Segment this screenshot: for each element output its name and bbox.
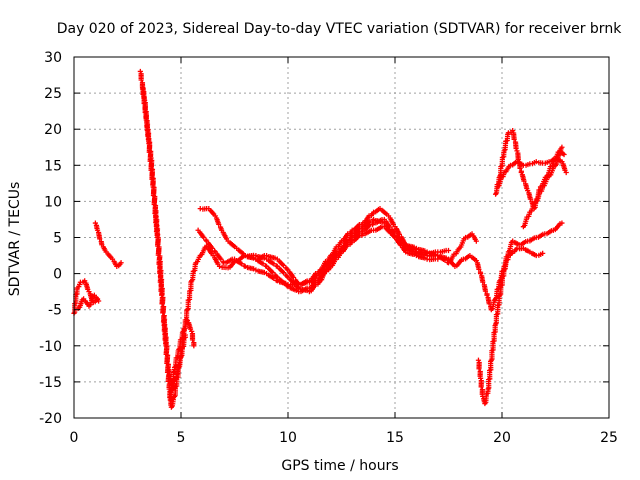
data-point bbox=[559, 220, 565, 226]
data-point bbox=[540, 250, 546, 256]
data-point bbox=[563, 169, 569, 176]
data-point-fill bbox=[157, 274, 164, 280]
x-axis-title: GPS time / hours bbox=[281, 458, 398, 474]
data-point-fill bbox=[97, 236, 103, 242]
data-point-fill bbox=[211, 248, 218, 254]
track-early-b bbox=[75, 292, 102, 311]
data-point-fill bbox=[284, 266, 290, 272]
x-tick-label: 0 bbox=[70, 430, 79, 446]
axis-ticks: 0 5 10 15 20 25 -20 -15 -10 -5 0 5 10 15 20 25 30 bbox=[39, 50, 618, 446]
data-point-fill bbox=[157, 265, 163, 271]
data-point-fill bbox=[138, 77, 144, 83]
data-point bbox=[118, 260, 124, 266]
data-point-fill bbox=[397, 242, 404, 248]
y-tick-label: -15 bbox=[39, 375, 62, 391]
data-point bbox=[445, 247, 452, 254]
data-point-fill bbox=[290, 274, 297, 281]
data-point-fill bbox=[478, 384, 484, 390]
data-point-fill bbox=[151, 200, 157, 206]
data-point-fill bbox=[517, 165, 523, 172]
data-point-fill bbox=[152, 214, 159, 220]
x-tick-label: 10 bbox=[279, 430, 297, 446]
y-tick-label: -10 bbox=[39, 339, 62, 355]
y-axis-title: SDTVAR / TECUs bbox=[7, 182, 23, 297]
data-point-fill bbox=[387, 227, 393, 234]
data-point bbox=[559, 144, 565, 150]
data-point-fill bbox=[156, 250, 162, 256]
track-main-3 bbox=[167, 317, 197, 403]
data-point-fill bbox=[163, 340, 169, 347]
y-tick-label: 20 bbox=[44, 122, 62, 138]
data-point-fill bbox=[220, 259, 226, 265]
y-tick-label: 0 bbox=[53, 267, 62, 283]
y-tick-label: -5 bbox=[48, 303, 62, 319]
data-point-fill bbox=[154, 232, 160, 238]
chart-title: Day 020 of 2023, Sidereal Day-to-day VTE… bbox=[57, 21, 622, 37]
data-point-fill bbox=[158, 283, 164, 289]
data-point-fill bbox=[150, 182, 156, 188]
data-point bbox=[191, 343, 197, 349]
data-point-fill bbox=[140, 91, 146, 98]
x-tick-label: 15 bbox=[386, 430, 404, 446]
data-point-fill bbox=[153, 223, 159, 229]
data-point-fill bbox=[521, 178, 527, 184]
grid-lines bbox=[74, 57, 609, 418]
track-mid-3 bbox=[242, 216, 441, 295]
data-point-fill bbox=[155, 241, 161, 247]
data-point bbox=[435, 256, 441, 262]
data-point bbox=[96, 298, 102, 304]
track-late-2 bbox=[492, 128, 567, 212]
data-point-fill bbox=[145, 136, 151, 143]
y-tick-label: 15 bbox=[44, 158, 62, 174]
data-point-fill bbox=[150, 191, 157, 197]
y-tick-label: -20 bbox=[39, 411, 62, 427]
data-point-fill bbox=[163, 349, 170, 356]
x-tick-label: 25 bbox=[600, 430, 618, 446]
data-point-fill bbox=[159, 301, 166, 307]
x-tick-label: 5 bbox=[177, 430, 186, 446]
y-tick-label: 25 bbox=[44, 86, 62, 102]
track-late-3 bbox=[495, 155, 569, 190]
data-point-fill bbox=[164, 358, 170, 365]
data-point bbox=[216, 263, 223, 269]
data-point-fill bbox=[142, 109, 148, 116]
data-point-fill bbox=[149, 173, 155, 179]
y-tick-label: 10 bbox=[44, 194, 62, 210]
x-tick-label: 20 bbox=[493, 430, 511, 446]
track-late-1 bbox=[475, 245, 546, 407]
data-point-fill bbox=[476, 266, 482, 272]
data-point-fill bbox=[148, 164, 154, 170]
data-point-fill bbox=[159, 292, 165, 298]
data-point-fill bbox=[141, 100, 147, 107]
data-point bbox=[473, 238, 479, 244]
data-point-fill bbox=[161, 322, 167, 329]
data-point-fill bbox=[160, 310, 166, 316]
data-points bbox=[71, 68, 569, 410]
data-point-fill bbox=[162, 331, 168, 338]
data-point bbox=[533, 159, 539, 165]
data-point-fill bbox=[146, 145, 153, 152]
y-tick-label: 30 bbox=[44, 50, 62, 66]
data-point-fill bbox=[216, 221, 222, 227]
data-point-fill bbox=[203, 237, 209, 243]
data-point-fill bbox=[480, 279, 486, 285]
data-point-fill bbox=[511, 136, 517, 142]
track-late-4 bbox=[520, 144, 565, 230]
y-tick-label: 5 bbox=[53, 231, 62, 247]
track-early-c bbox=[92, 220, 124, 269]
data-point-fill bbox=[284, 273, 290, 279]
data-point-fill bbox=[144, 127, 150, 134]
data-point-fill bbox=[527, 196, 533, 202]
data-point-fill bbox=[482, 288, 489, 294]
data-point-fill bbox=[476, 366, 482, 372]
data-point-fill bbox=[189, 337, 196, 343]
